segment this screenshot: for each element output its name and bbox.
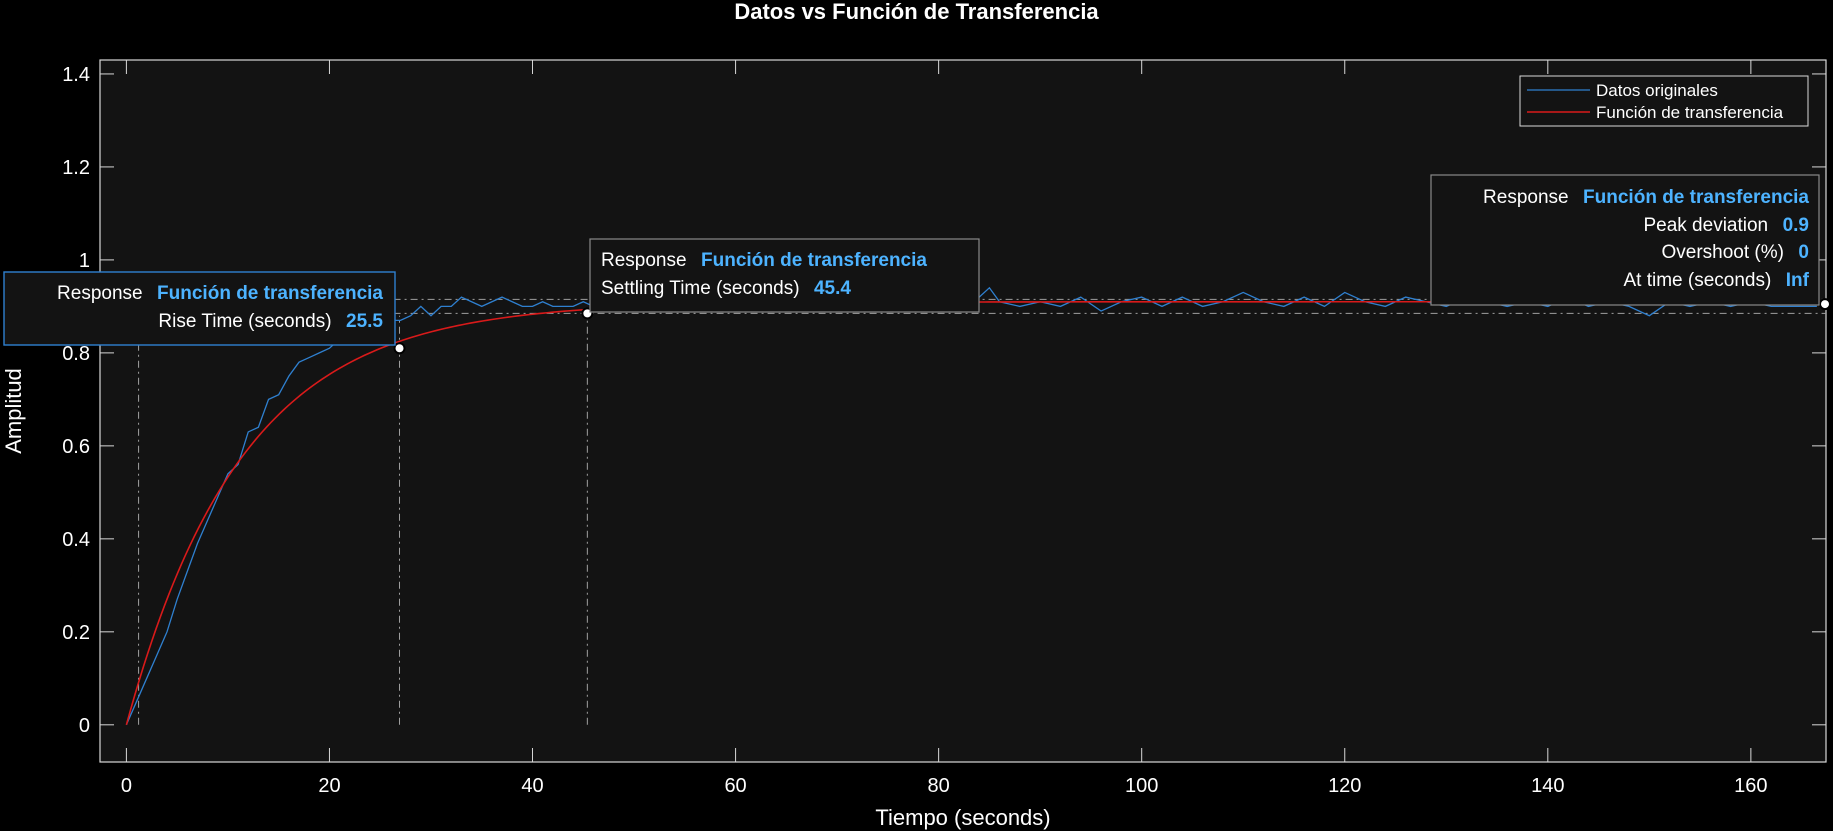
legend-label-datos: Datos originales xyxy=(1596,81,1718,100)
x-tick-label: 160 xyxy=(1734,775,1767,797)
datatip-at-time-label: At time (seconds) xyxy=(1624,270,1772,291)
datatip-settling-box xyxy=(589,238,980,313)
datatip-peak-response[interactable]: Response Función de transferencia Peak d… xyxy=(1430,174,1820,306)
x-tick-label: 40 xyxy=(521,775,543,797)
datatip-rise-metric-value: 25.5 xyxy=(346,311,383,332)
x-tick-label: 20 xyxy=(318,775,340,797)
datatip-settling-metric-label: Settling Time (seconds) xyxy=(601,278,800,299)
datatip-settling-time[interactable]: Response Función de transferencia Settli… xyxy=(589,238,980,313)
datatip-peak-line-2: Peak deviation 0.9 xyxy=(1643,215,1809,236)
datatip-rise-system-name: Función de transferencia xyxy=(157,283,383,304)
y-tick-label: 0 xyxy=(79,715,90,737)
datatip-rise-time[interactable]: Response Función de transferencia Rise T… xyxy=(3,271,396,346)
datatip-peak-deviation-value: 0.9 xyxy=(1783,215,1809,236)
x-tick-label: 60 xyxy=(724,775,746,797)
datatip-settling-system-name: Función de transferencia xyxy=(701,250,927,271)
datatip-settling-response-label: Response xyxy=(601,250,687,271)
datatip-rise-box xyxy=(3,271,396,346)
x-axis-label: Tiempo (seconds) xyxy=(875,805,1050,830)
datatip-rise-line-2: Rise Time (seconds) 25.5 xyxy=(158,311,383,332)
x-tick-label: 120 xyxy=(1328,775,1361,797)
datatip-rise-line-1: Response Función de transferencia xyxy=(57,283,383,304)
y-tick-label: 0.4 xyxy=(62,529,90,551)
y-tick-label: 1 xyxy=(79,250,90,272)
datatip-peak-line-1: Response Función de transferencia xyxy=(1483,187,1809,208)
x-tick-label: 0 xyxy=(121,775,132,797)
datatip-peak-box xyxy=(1430,174,1820,306)
datatip-settling-metric-value: 45.4 xyxy=(814,278,851,299)
legend-label-tf: Función de transferencia xyxy=(1596,103,1784,122)
datatip-settling-line-1: Response Función de transferencia xyxy=(601,250,927,271)
datatip-peak-line-4: At time (seconds) Inf xyxy=(1624,270,1810,291)
x-tick-label: 80 xyxy=(928,775,950,797)
legend[interactable]: Datos originales Función de transferenci… xyxy=(1519,75,1809,127)
x-tick-label: 140 xyxy=(1531,775,1564,797)
y-tick-label: 0.8 xyxy=(62,343,90,365)
y-axis-label: Amplitud xyxy=(1,368,26,454)
datatip-rise-response-label: Response xyxy=(57,283,143,304)
datatip-rise-metric-label: Rise Time (seconds) xyxy=(158,311,331,332)
datatip-peak-system-name: Función de transferencia xyxy=(1583,187,1809,208)
x-tick-label: 100 xyxy=(1125,775,1158,797)
characteristic-marker[interactable] xyxy=(393,342,406,355)
chart-title: Datos vs Función de Transferencia xyxy=(734,0,1099,24)
y-tick-label: 1.4 xyxy=(62,64,90,86)
y-axis-ticks: 0 0.2 0.4 0.6 0.8 1 1.2 1.4 xyxy=(62,64,1826,737)
plot-area[interactable] xyxy=(99,59,1827,763)
legend-box xyxy=(1519,75,1809,127)
x-axis-ticks: 0 20 40 60 80 100 120 140 160 xyxy=(121,60,1768,797)
characteristic-marker[interactable] xyxy=(1819,298,1831,311)
datatip-peak-response-label: Response xyxy=(1483,187,1569,208)
datatip-settling-line-2: Settling Time (seconds) 45.4 xyxy=(601,278,851,299)
y-tick-label: 1.2 xyxy=(62,157,90,179)
datatip-peak-line-3: Overshoot (%) 0 xyxy=(1661,242,1809,263)
datatip-overshoot-value: 0 xyxy=(1798,242,1809,263)
datatip-at-time-value: Inf xyxy=(1786,270,1810,291)
datatip-overshoot-label: Overshoot (%) xyxy=(1661,242,1783,263)
datatip-peak-deviation-label: Peak deviation xyxy=(1643,215,1768,236)
y-tick-label: 0.6 xyxy=(62,436,90,458)
characteristic-markers xyxy=(393,298,1831,355)
y-tick-label: 0.2 xyxy=(62,622,90,644)
